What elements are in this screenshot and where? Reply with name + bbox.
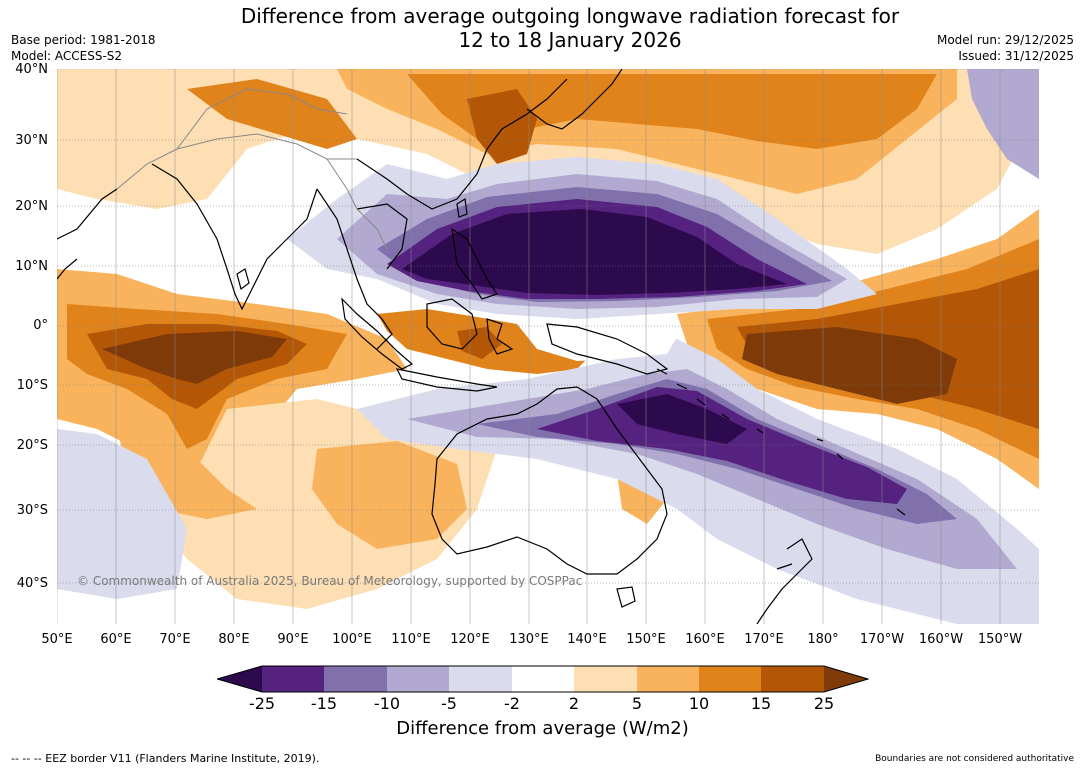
australia-coast [431, 386, 668, 575]
sri-lanka-coast [236, 268, 250, 291]
colorbar-swatch-gt25 [824, 666, 868, 692]
lat-label-30n: 30°N [15, 133, 48, 148]
anomaly-field [57, 69, 1039, 624]
model-name: Model: ACCESS-S2 [11, 49, 123, 63]
map-title-line2: 12 to 18 January 2026 [458, 28, 682, 52]
lon-label-150w: 150°W [977, 632, 1023, 647]
west-australia-moderate-positive [312, 441, 467, 549]
run-info: Model run: 29/12/2025 Issued: 31/12/2025 [937, 32, 1074, 64]
lon-label-90e: 90°E [277, 632, 309, 647]
colorbar-swatch-neg10-neg5 [387, 666, 449, 692]
lon-label-100e: 100°E [332, 632, 372, 647]
model-run: Model run: 29/12/2025 [936, 33, 1074, 47]
lat-label-40n: 40°N [15, 62, 48, 77]
sumatra-coast [341, 297, 414, 370]
base-period: Base period: 1981-2018 [11, 33, 156, 47]
india-coast [151, 163, 318, 311]
lon-label-60e: 60°E [100, 632, 132, 647]
colorbar-tick--25: -25 [248, 694, 276, 713]
lat-label-10n: 10°N [15, 259, 48, 274]
lon-label-170w: 170°W [859, 632, 905, 647]
lon-label-50e: 50°E [41, 632, 73, 647]
colorbar-tick--15: -15 [310, 694, 338, 713]
africa-coast [57, 258, 78, 280]
colorbar-swatch-neg15-neg10 [324, 666, 387, 692]
colorbar-label: Difference from average (W/m2) [396, 718, 689, 739]
lon-label-150e: 150°E [626, 632, 666, 647]
colorbar-swatch-5-10 [637, 666, 699, 692]
north-strong-positive [407, 74, 937, 149]
lon-label-120e: 120°E [450, 632, 490, 647]
eez-legend: -- -- -- EEZ border V11 (Flanders Marine… [11, 752, 320, 765]
colorbar-swatch-10-15 [699, 666, 761, 692]
meridians [57, 69, 1001, 624]
lat-label-30s: 30°S [16, 503, 48, 518]
tasmania-coast [616, 586, 636, 608]
lat-label-0: 0° [33, 318, 48, 333]
lon-label-70e: 70°E [159, 632, 191, 647]
boundaries-note: Boundaries are not considered authoritat… [875, 754, 1074, 764]
model-info: Base period: 1981-2018 Model: ACCESS-S2 [11, 32, 156, 64]
himalaya-strong-positive [187, 79, 357, 149]
lon-label-140e: 140°E [567, 632, 607, 647]
copyright-notice: © Commonwealth of Australia 2025, Bureau… [77, 574, 583, 588]
maritime-strong-positive [457, 327, 502, 359]
northeast-negative [967, 69, 1039, 179]
colorbar-outline [217, 665, 869, 693]
lon-label-110e: 110°E [391, 632, 431, 647]
colorbar-swatch-neg2-2 [512, 666, 574, 692]
colorbar-swatch-lt-neg25 [217, 666, 262, 692]
coastlines [57, 69, 906, 624]
lon-label-80e: 80°E [218, 632, 250, 647]
colorbar-swatch-neg5-neg2 [449, 666, 512, 692]
colorbar-tick-2: 2 [568, 694, 580, 713]
colorbar-tick-25: 25 [813, 694, 835, 713]
spcz-peak-negative [617, 394, 747, 444]
arabia-coast [57, 188, 118, 240]
pacific-islands-coast [656, 368, 906, 516]
lon-label-130e: 130°E [509, 632, 549, 647]
colorbar-swatch-2-5 [574, 666, 637, 692]
maritime-neutral [517, 319, 677, 361]
colorbar-tick-5: 5 [631, 694, 643, 713]
southwest-light-negative [57, 429, 187, 599]
lat-label-40s: 40°S [16, 576, 48, 591]
borneo-coast [426, 298, 478, 350]
lat-label-10s: 10°S [16, 378, 48, 393]
sulawesi-coast [486, 318, 514, 355]
japan-coast [526, 69, 623, 130]
new-zealand-coast [756, 538, 813, 624]
colorbar-tick-10: 10 [688, 694, 710, 713]
east-asia-very-strong-positive [467, 89, 537, 164]
anomaly-map: © Commonwealth of Australia 2025, Bureau… [57, 69, 1039, 624]
southeast-asia-coast [316, 188, 408, 350]
nw-pacific-peak-negative [402, 209, 787, 295]
colorbar-swatch-15-25 [761, 666, 824, 692]
map-title-line1: Difference from average outgoing longwav… [240, 4, 900, 28]
colorbar-tick-15: 15 [750, 694, 772, 713]
new-guinea-coast [546, 323, 669, 375]
lat-label-20n: 20°N [15, 199, 48, 214]
country-borders [116, 88, 388, 250]
colorbar-swatch-neg25-neg15 [262, 666, 324, 692]
lon-label-160e: 160°E [685, 632, 725, 647]
china-coast [356, 78, 568, 210]
map-title: Difference from average outgoing longwav… [200, 4, 940, 52]
lat-label-20s: 20°S [16, 438, 48, 453]
java-coast [395, 368, 498, 392]
colorbar-tick--5: -5 [441, 694, 457, 713]
lon-label-180: 180° [807, 632, 839, 647]
lon-label-170e: 170°E [744, 632, 784, 647]
lon-label-160w: 160°W [918, 632, 964, 647]
colorbar [217, 665, 869, 693]
colorbar-tick--10: -10 [373, 694, 401, 713]
taiwan-coast [456, 197, 468, 218]
issued-date: Issued: 31/12/2025 [958, 49, 1074, 63]
colorbar-tick--2: -2 [504, 694, 520, 713]
philippines-coast [451, 227, 498, 300]
indian-ocean-peak-positive [102, 331, 287, 384]
